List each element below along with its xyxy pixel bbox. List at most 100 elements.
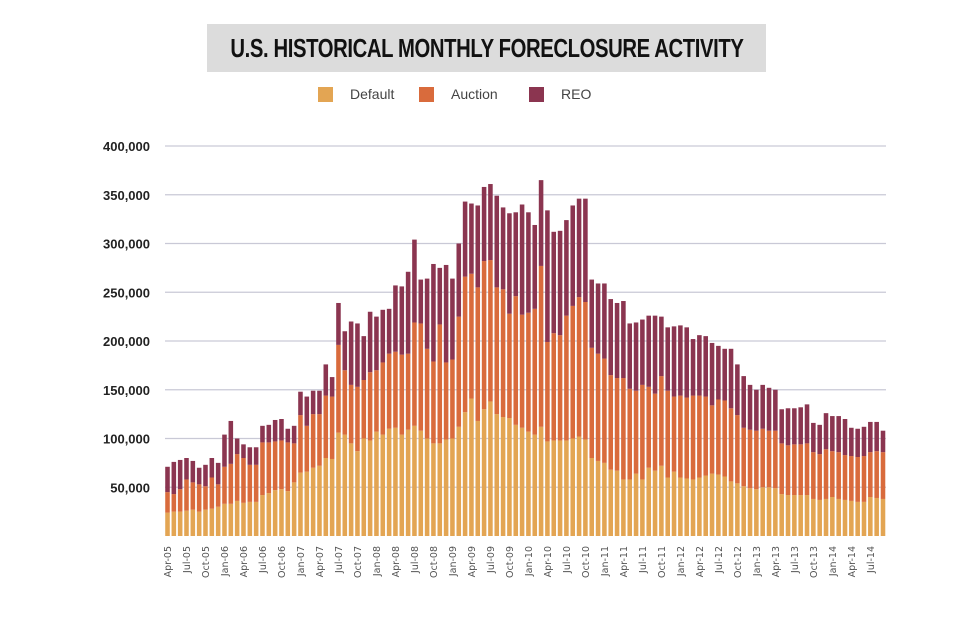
bar-stack (456, 243, 462, 536)
bar-default (418, 430, 424, 536)
x-tick-label: Oct-06 (277, 546, 288, 578)
legend-item-auction: Auction (419, 86, 498, 102)
bar-stack (222, 434, 227, 536)
bar-auction (241, 458, 246, 503)
bar-stack (773, 389, 778, 536)
bar-default (526, 431, 531, 536)
legend-label-reo: REO (561, 86, 592, 102)
bar-default (855, 501, 860, 536)
bar-default (608, 469, 614, 536)
bar-default (836, 498, 841, 536)
bar-stack (424, 278, 430, 536)
bar-reo (431, 263, 436, 362)
bar-reo (304, 396, 310, 426)
bar-reo (564, 220, 569, 316)
bar-stack (570, 205, 576, 536)
bar-default (671, 471, 677, 536)
bar-auction (374, 370, 379, 432)
bar-auction (659, 376, 664, 466)
bar-auction (640, 384, 645, 480)
bar-stack (551, 231, 557, 536)
bar-stack (678, 325, 683, 536)
bar-stack (855, 428, 860, 536)
bar-default (386, 428, 392, 536)
x-tick-label: Oct-05 (201, 546, 212, 578)
bar-default (228, 503, 234, 536)
bar-auction (253, 464, 259, 502)
bar-stack (507, 213, 512, 536)
bar-default (266, 493, 272, 536)
bar-stack (627, 323, 633, 536)
bar-default (462, 412, 468, 536)
bar-auction (747, 429, 753, 489)
bar-stack (298, 391, 303, 536)
bar-default (260, 495, 265, 536)
bar-default (500, 417, 506, 536)
bar-reo (874, 421, 879, 452)
bar-auction (481, 261, 487, 410)
bar-reo (760, 384, 765, 429)
bar-stack (868, 421, 873, 536)
bar-default (317, 465, 322, 536)
bar-default (450, 438, 455, 536)
bar-stack (374, 316, 379, 536)
x-tick-label: Jan-08 (372, 546, 383, 577)
bar-stack (621, 301, 626, 536)
legend-item-default: Default (318, 86, 394, 102)
bar-reo (469, 203, 474, 274)
chart-title: U.S. HISTORICAL MONTHLY FORECLOSURE ACTI… (229, 32, 744, 63)
bar-reo (589, 279, 595, 348)
bar-stack (494, 195, 500, 536)
bar-default (342, 434, 348, 536)
bar-reo (741, 376, 746, 428)
bar-auction (614, 378, 620, 471)
bar-default (564, 440, 569, 536)
bar-reo (532, 224, 538, 309)
bar-reo (842, 419, 848, 456)
bar-default (754, 489, 759, 536)
bar-stack (279, 419, 284, 536)
bar-auction (785, 445, 791, 496)
bar-stack (874, 421, 879, 536)
x-tick-label: Apr-08 (391, 546, 402, 577)
bar-default (678, 477, 683, 536)
bar-reo (317, 390, 322, 415)
bar-auction (779, 443, 784, 495)
bar-reo (342, 331, 348, 371)
bar-auction (595, 353, 601, 461)
bar-stack (355, 323, 360, 536)
bar-default (823, 498, 829, 536)
bar-reo (348, 321, 354, 385)
bar-reo (817, 424, 822, 455)
bar-default (355, 451, 360, 536)
y-tick-label: 400,000 (103, 139, 150, 154)
bar-reo (355, 323, 360, 387)
bar-stack (861, 426, 867, 536)
bar-auction (310, 414, 316, 468)
x-tick-label: Apr-12 (695, 546, 706, 577)
bar-reo (374, 316, 379, 371)
bar-default (184, 510, 189, 536)
bar-reo (367, 311, 373, 373)
bar-default (766, 487, 772, 536)
bar-auction (203, 486, 208, 510)
bar-auction (842, 455, 848, 500)
bar-stack (165, 466, 170, 536)
bar-auction (196, 484, 202, 512)
bar-auction (538, 265, 544, 427)
bar-default (456, 426, 462, 536)
bar-reo (279, 419, 284, 441)
gridlines (165, 145, 886, 488)
bar-stack (798, 407, 803, 536)
bar-stack (665, 327, 670, 536)
bar-default (291, 482, 297, 536)
bar-default (690, 479, 696, 536)
bar-auction (431, 361, 436, 444)
bar-auction (722, 400, 727, 477)
bar-reo (557, 230, 563, 336)
bars (165, 180, 886, 536)
bar-auction (462, 276, 468, 413)
x-tick-label: Jan-14 (828, 546, 839, 577)
bar-auction (450, 359, 455, 439)
bar-auction (323, 395, 329, 458)
